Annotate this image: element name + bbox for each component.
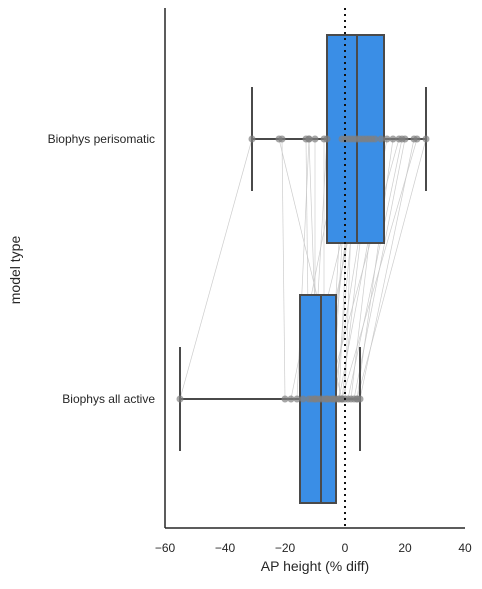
point-perisomatic-20: [371, 135, 379, 143]
paired-line-24: [326, 138, 400, 400]
point-perisomatic-29: [422, 135, 430, 143]
point-all-active-25: [344, 395, 352, 403]
point-all-active-28: [338, 395, 346, 403]
point-perisomatic-5: [305, 135, 313, 143]
point-perisomatic-0: [248, 135, 256, 143]
point-all-active-20: [329, 395, 337, 403]
x-tick-label-0: −60: [155, 541, 176, 555]
point-all-active-0: [176, 395, 184, 403]
point-all-active-29: [353, 395, 361, 403]
y-category-label-0: Biophys perisomatic: [48, 132, 155, 146]
x-tick-label-1: −40: [215, 541, 236, 555]
point-perisomatic-28: [413, 135, 421, 143]
point-all-active-9: [287, 395, 295, 403]
point-perisomatic-26: [401, 135, 409, 143]
point-all-active-24: [323, 395, 331, 403]
point-all-active-18: [311, 395, 319, 403]
y-axis-label: model type: [7, 236, 23, 305]
paired-line-28: [341, 138, 418, 400]
x-tick-label-3: 0: [342, 541, 349, 555]
paired-line-25: [347, 138, 403, 400]
point-perisomatic-8: [323, 135, 331, 143]
x-axis-label: AP height (% diff): [261, 558, 369, 574]
x-tick-label-4: 20: [398, 541, 412, 555]
point-all-active-16: [317, 395, 325, 403]
paired-line-0: [179, 138, 253, 400]
y-category-label-1: Biophys all active: [62, 392, 155, 406]
point-all-active-4: [293, 395, 301, 403]
x-tick-label-5: 40: [458, 541, 472, 555]
point-perisomatic-6: [311, 135, 319, 143]
paired-line-27: [359, 138, 415, 400]
point-all-active-17: [299, 395, 307, 403]
point-perisomatic-2: [278, 135, 286, 143]
point-perisomatic-21: [377, 135, 385, 143]
point-perisomatic-23: [389, 135, 397, 143]
point-all-active-2: [281, 395, 289, 403]
axes-layer: −60 −40 −20 0 20 40 Biophys perisomatic Biophys…: [48, 8, 472, 555]
point-perisomatic-22: [383, 135, 391, 143]
paired-line-29: [356, 138, 427, 400]
points-layer: [176, 135, 430, 403]
paired-line-2: [281, 138, 286, 400]
x-tick-label-2: −20: [275, 541, 296, 555]
